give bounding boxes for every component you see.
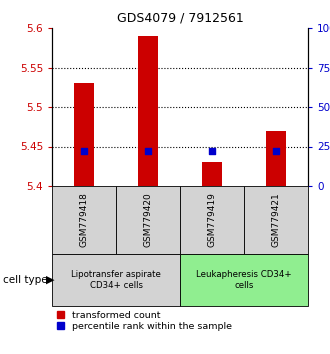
Point xyxy=(209,148,214,154)
Title: GDS4079 / 7912561: GDS4079 / 7912561 xyxy=(116,11,244,24)
Text: Leukapheresis CD34+
cells: Leukapheresis CD34+ cells xyxy=(196,270,292,290)
Bar xyxy=(244,186,308,254)
Bar xyxy=(138,36,158,186)
Bar xyxy=(116,186,180,254)
Point xyxy=(145,148,150,154)
Text: Lipotransfer aspirate
CD34+ cells: Lipotransfer aspirate CD34+ cells xyxy=(71,270,161,290)
Text: GSM779418: GSM779418 xyxy=(80,193,88,247)
Point xyxy=(273,148,279,154)
Point xyxy=(82,148,87,154)
Text: ▶: ▶ xyxy=(46,275,54,285)
Text: GSM779421: GSM779421 xyxy=(272,193,280,247)
Bar xyxy=(202,162,222,186)
Bar xyxy=(52,186,116,254)
Text: cell type: cell type xyxy=(3,275,48,285)
Legend: transformed count, percentile rank within the sample: transformed count, percentile rank withi… xyxy=(57,311,232,331)
Bar xyxy=(180,186,244,254)
Bar xyxy=(180,254,308,306)
Bar xyxy=(266,131,285,186)
Bar xyxy=(52,254,180,306)
Text: GSM779420: GSM779420 xyxy=(144,193,152,247)
Text: GSM779419: GSM779419 xyxy=(208,193,216,247)
Bar xyxy=(74,83,94,186)
